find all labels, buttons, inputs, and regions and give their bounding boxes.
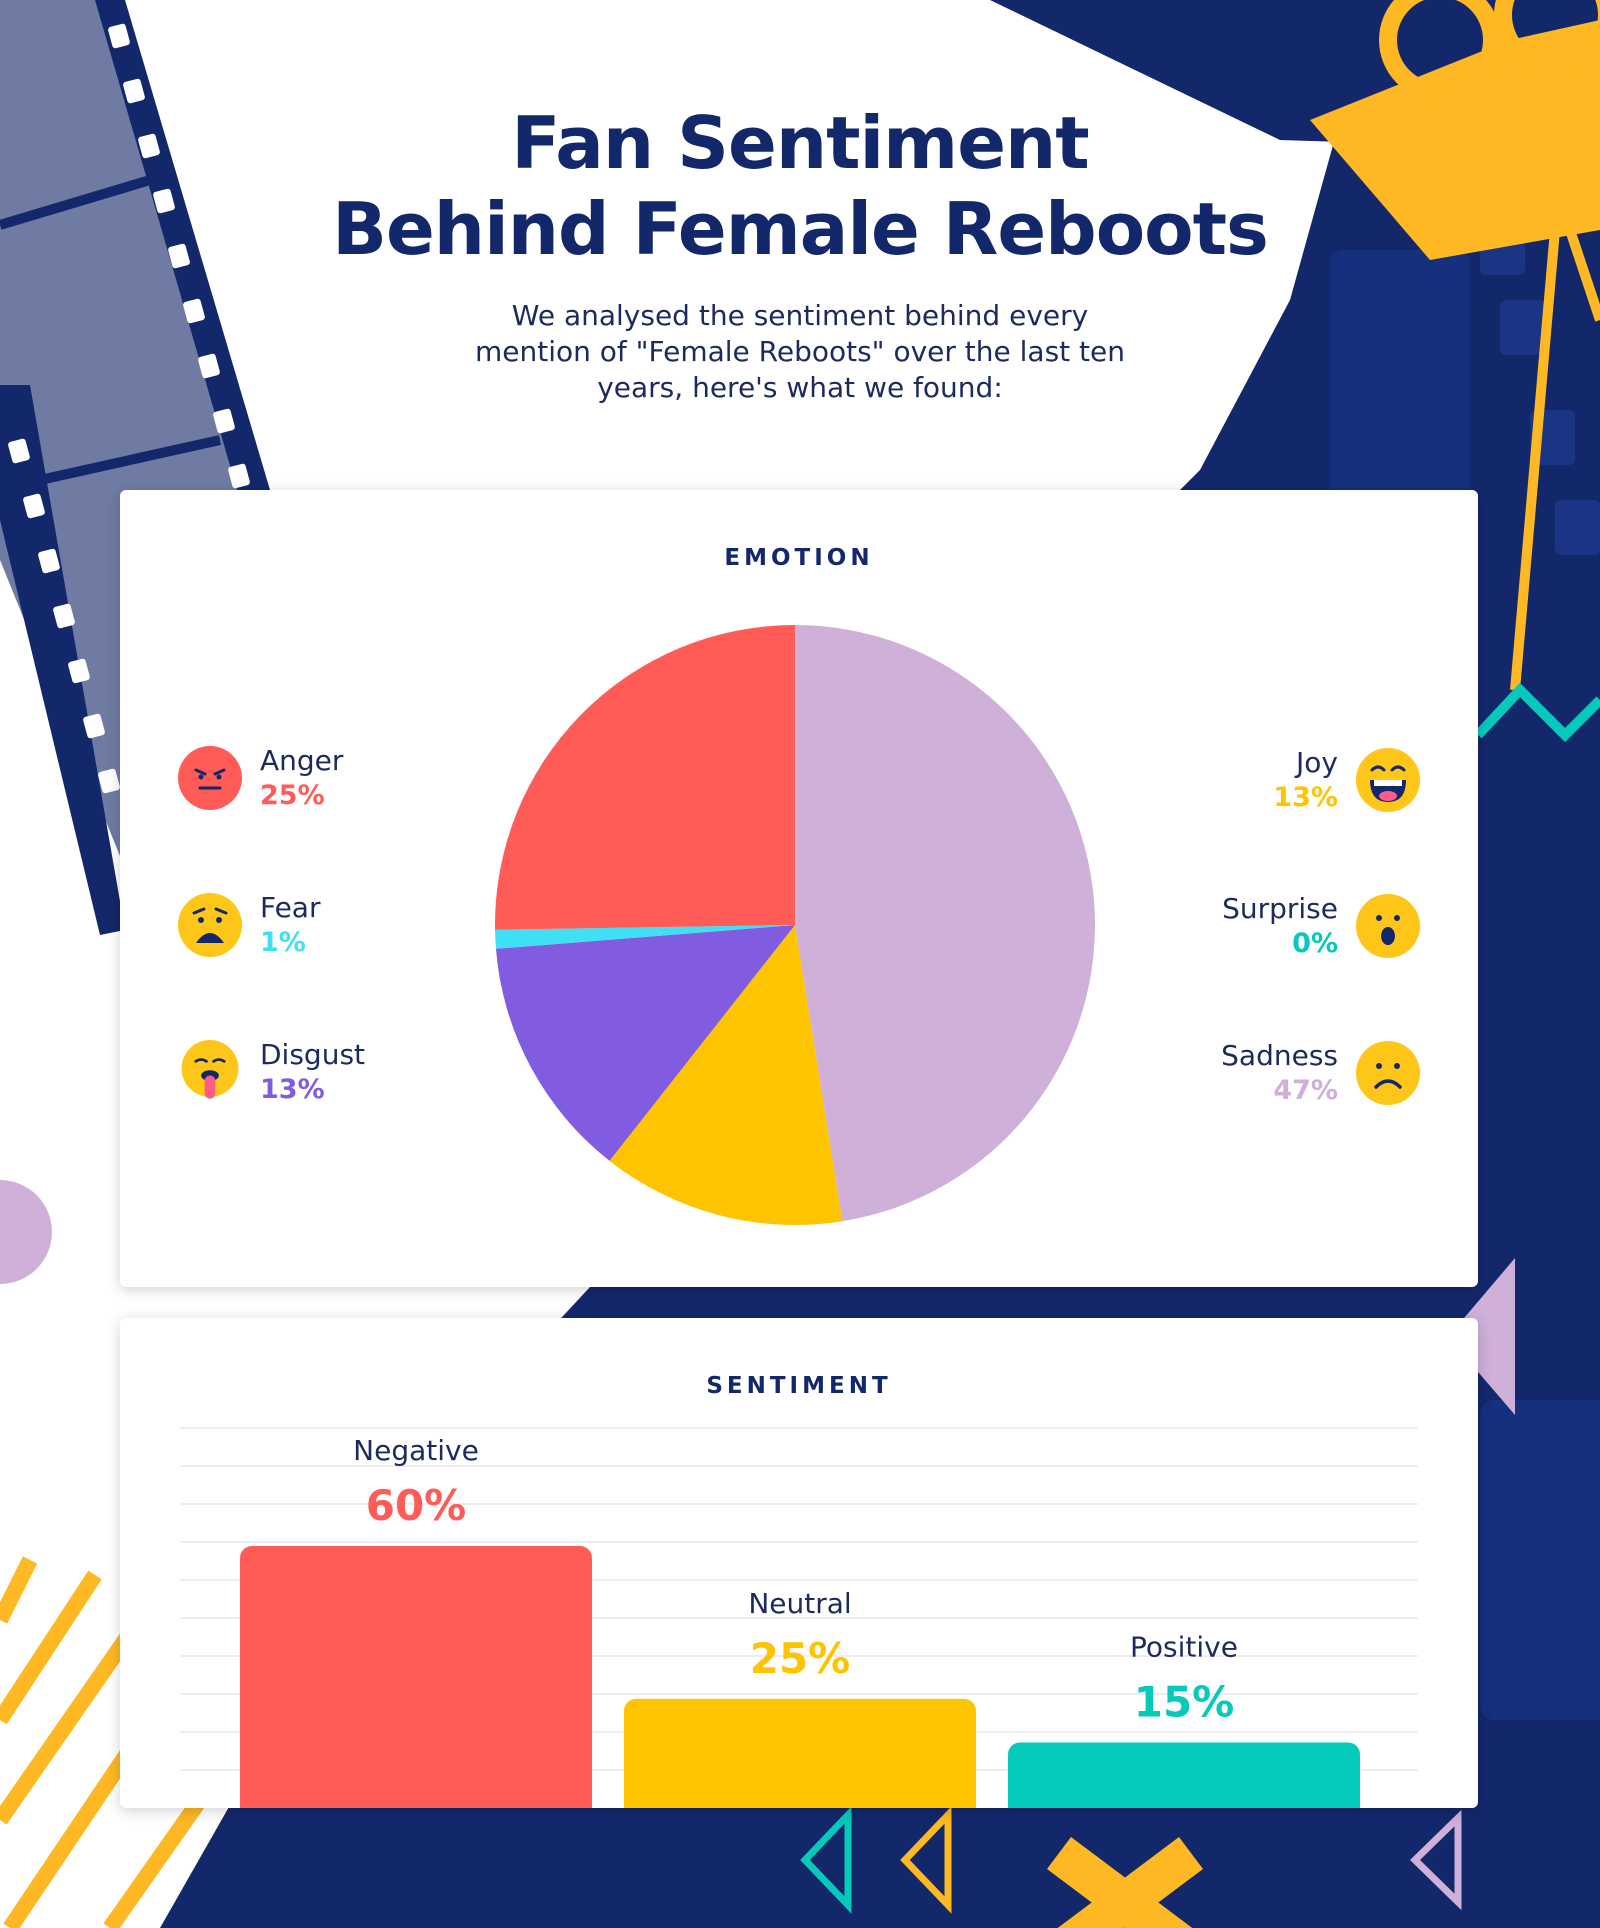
legend-label-joy: Joy	[1296, 746, 1338, 779]
sentiment-bar-chart: 60% Negative 25% Neutral 15% Positive	[180, 1427, 1418, 1808]
bar-neutral	[624, 1698, 976, 1808]
lilac-outline-triangle	[1409, 1809, 1462, 1911]
legend-item-anger: Anger 25%	[178, 744, 438, 814]
bar-negative	[240, 1546, 592, 1808]
surprised-face-icon	[1356, 894, 1420, 958]
page-title-line-1: Fan Sentiment	[511, 101, 1089, 185]
legend-value-disgust: 13%	[260, 1074, 325, 1105]
bar-category-label-neutral: Neutral	[748, 1587, 851, 1620]
emotion-title: EMOTION	[724, 545, 874, 571]
angry-face-icon	[178, 746, 242, 810]
bar-category-label-negative: Negative	[353, 1434, 479, 1467]
legend-value-fear: 1%	[260, 927, 306, 958]
legend-value-sadness: 47%	[1273, 1075, 1338, 1106]
bar-category-label-positive: Positive	[1130, 1631, 1238, 1664]
lilac-circle	[0, 1180, 52, 1284]
pie-slice-disgust	[495, 925, 795, 1161]
legend-item-joy: Joy 13%	[1160, 746, 1420, 816]
fearful-face-icon	[178, 893, 242, 957]
pie-slice-anger	[495, 625, 795, 930]
tongue-out-face-icon	[181, 1040, 239, 1099]
emotion-pie-chart	[495, 625, 1095, 1225]
legend-item-sadness: Sadness 47%	[1160, 1039, 1420, 1109]
legend-label-anger: Anger	[260, 744, 344, 777]
legend-item-surprise: Surprise 0%	[1160, 892, 1420, 962]
teal-zigzag	[1474, 682, 1600, 743]
sentiment-title: SENTIMENT	[706, 1373, 892, 1399]
legend-label-fear: Fear	[260, 891, 321, 924]
page-title-line-2: Behind Female Reboots	[332, 187, 1269, 271]
pie-slice-joy	[609, 925, 843, 1225]
pie-slice-fear	[495, 925, 795, 949]
lilac-triangle	[1448, 1258, 1515, 1415]
sad-face-icon	[1356, 1041, 1420, 1105]
laughing-face-icon	[1356, 748, 1420, 812]
bar-value-label-neutral: 25%	[750, 1634, 851, 1683]
legend-item-fear: Fear 1%	[178, 891, 438, 961]
teal-outline-triangle	[800, 1806, 852, 1914]
legend-value-joy: 13%	[1273, 782, 1338, 813]
legend-label-surprise: Surprise	[1222, 892, 1338, 925]
orange-outline-triangle	[900, 1806, 952, 1914]
bar-value-label-positive: 15%	[1134, 1678, 1235, 1727]
projector-illustration	[1310, 0, 1600, 691]
legend-label-disgust: Disgust	[260, 1038, 366, 1071]
page-subtitle: We analysed the sentiment behind every m…	[474, 299, 1126, 404]
emotion-card: EMOTION Anger 25% Fear 1%	[120, 490, 1478, 1287]
bar-positive	[1008, 1742, 1360, 1808]
legend-label-sadness: Sadness	[1221, 1039, 1338, 1072]
legend-value-anger: 25%	[260, 780, 325, 811]
sentiment-card: SENTIMENT 60% Negative 25% Neutral 15% Positi…	[120, 1318, 1478, 1808]
bar-value-label-negative: 60%	[366, 1481, 467, 1530]
pie-slice-sadness	[795, 625, 1095, 1222]
legend-item-disgust: Disgust 13%	[178, 1038, 438, 1108]
legend-value-surprise: 0%	[1292, 928, 1338, 959]
page-title: Fan Sentiment Behind Female Reboots	[0, 100, 1600, 272]
